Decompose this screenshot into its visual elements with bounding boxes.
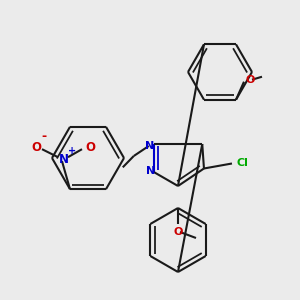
Text: N: N (59, 153, 69, 166)
Text: O: O (245, 75, 255, 85)
Text: O: O (85, 141, 95, 154)
Text: N: N (146, 166, 155, 176)
Text: Cl: Cl (236, 158, 248, 169)
Text: N: N (145, 141, 154, 151)
Text: +: + (68, 146, 76, 156)
Text: O: O (173, 227, 183, 237)
Text: O: O (31, 141, 41, 154)
Text: -: - (41, 130, 46, 143)
